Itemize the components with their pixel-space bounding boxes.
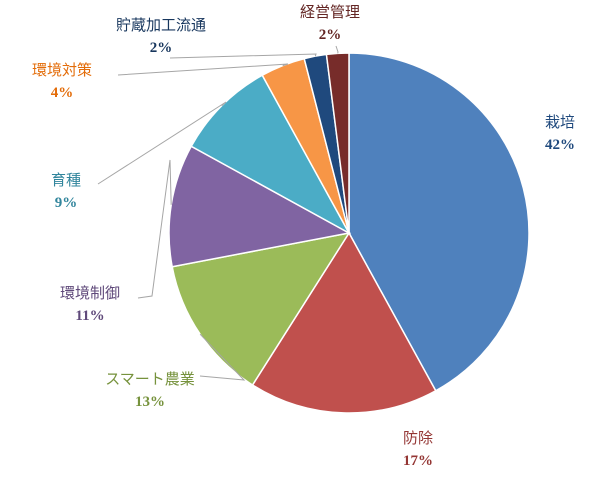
- slice-percent-1: 42%: [545, 137, 575, 153]
- slice-label-2: 防除: [403, 429, 433, 447]
- slice-percent-3: 13%: [135, 394, 165, 410]
- leader-line-4: [137, 159, 172, 299]
- pie-slice-1: [348, 52, 530, 392]
- pie-slice-4: [168, 145, 352, 268]
- slice-percent-2: 17%: [403, 453, 433, 469]
- slice-percent-5: 9%: [55, 195, 78, 211]
- leader-line-5: [97, 101, 227, 185]
- slice-percent-4: 11%: [75, 308, 104, 324]
- slice-label-5: 育種: [51, 171, 81, 189]
- leader-lines: [97, 45, 339, 381]
- slice-labels: 栽培 42% 防除 17% スマート農業 13% 環境制御 11% 育種 9% 環境対策 4% 貯蔵加工…: [32, 3, 575, 469]
- leader-line-8: [335, 45, 339, 54]
- slice-label-7: 貯蔵加工流通: [116, 16, 206, 34]
- pie-slice-2: [251, 231, 437, 414]
- leader-line-6: [117, 63, 289, 76]
- slice-label-4: 環境制御: [60, 284, 120, 302]
- slice-label-1: 栽培: [545, 113, 575, 131]
- slice-percent-6: 4%: [51, 85, 74, 101]
- leader-line-7: [169, 53, 317, 59]
- slice-percent-8: 2%: [319, 27, 342, 43]
- slice-label-6: 環境対策: [32, 61, 92, 79]
- slice-label-3: スマート農業: [105, 370, 195, 388]
- slice-percent-7: 2%: [150, 40, 173, 56]
- leader-line-3: [199, 333, 246, 381]
- pie-slices: [168, 52, 530, 414]
- slice-label-8: 経営管理: [300, 3, 360, 21]
